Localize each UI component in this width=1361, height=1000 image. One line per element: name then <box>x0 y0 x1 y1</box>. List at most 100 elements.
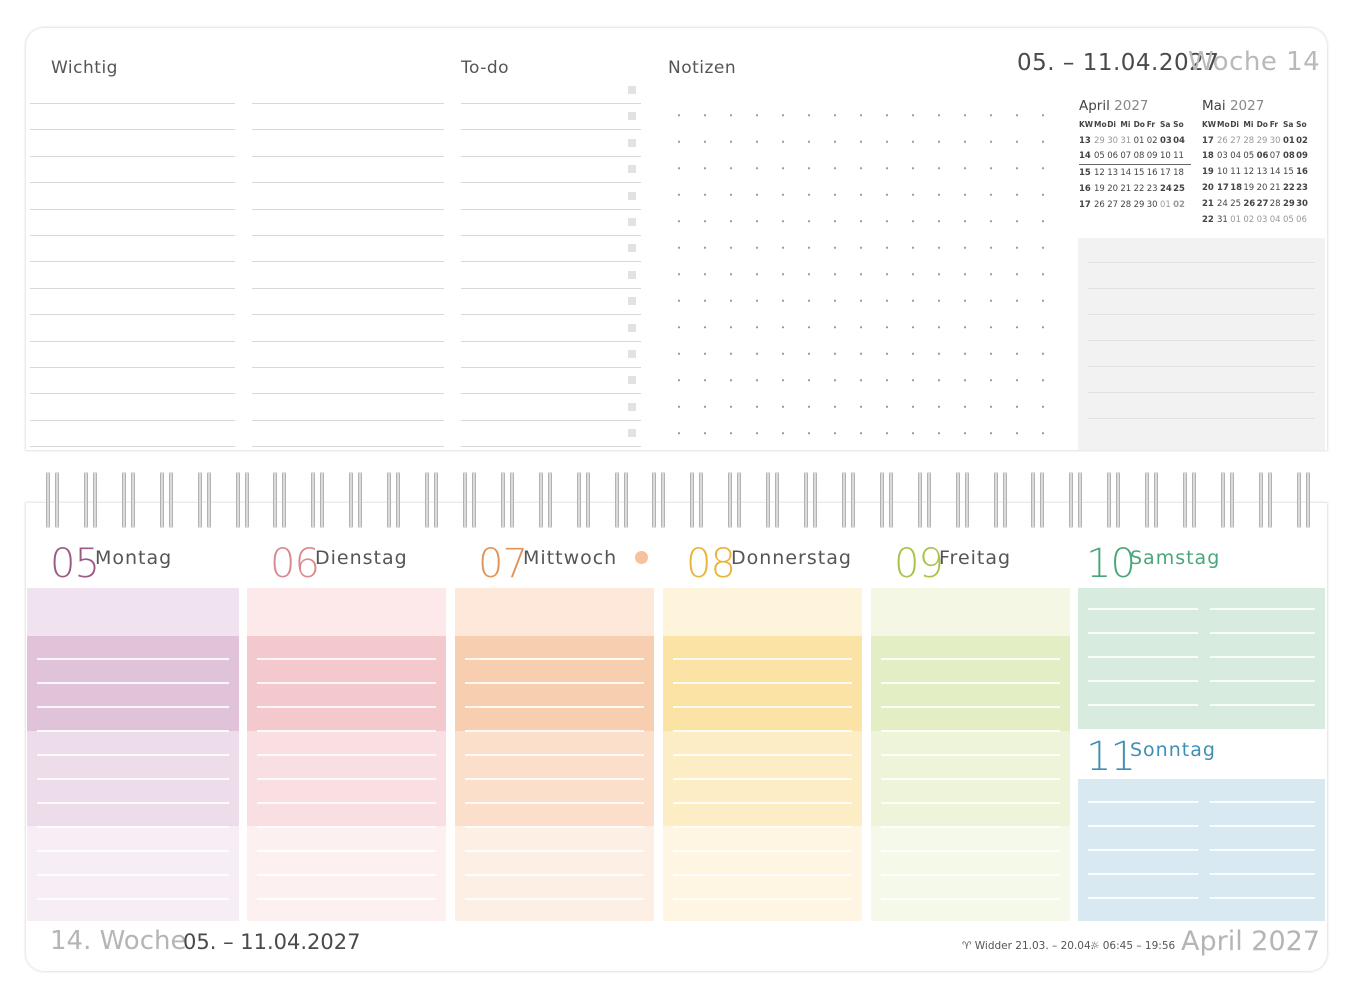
mini-calendar-year: 2027 <box>1114 98 1149 114</box>
todo-line <box>461 446 641 448</box>
grey-block-line <box>1088 418 1315 419</box>
write-line <box>37 706 229 708</box>
day-header-band <box>27 588 239 636</box>
footer-range: 05. – 11.04.2027 <box>183 930 361 954</box>
calendar-date: 31 <box>1120 135 1132 146</box>
todo-checkbox[interactable] <box>628 350 636 358</box>
day-column-samstag <box>1078 588 1325 729</box>
wichtig-line <box>252 182 444 184</box>
write-line <box>881 826 1060 828</box>
calendar-date: 12 <box>1243 167 1255 178</box>
spiral-ring <box>1220 470 1235 530</box>
ring-wire <box>244 472 249 528</box>
spiral-ring <box>766 470 780 530</box>
calendar-date: 30 <box>1269 135 1281 146</box>
todo-line <box>461 103 641 104</box>
write-line <box>881 730 1060 732</box>
write-line <box>465 706 644 708</box>
day-block-evening <box>27 826 239 921</box>
day-block-evening <box>247 826 446 921</box>
calendar-date: 01 <box>1159 199 1171 210</box>
weekday-header: Do <box>1256 120 1268 130</box>
write-line <box>465 850 644 852</box>
spiral-ring <box>46 470 60 530</box>
mini-calendar-weekdays: KW Mo Di Mi Do Fr Sa So <box>1079 117 1191 133</box>
ring-wire <box>955 472 960 528</box>
todo-checkbox[interactable] <box>628 165 636 174</box>
wichtig-line <box>252 393 444 395</box>
spiral-ring <box>1296 470 1311 530</box>
ring-wire <box>1107 472 1112 528</box>
write-line <box>881 850 1060 852</box>
write-line <box>673 826 852 828</box>
calendar-date: 25 <box>1173 184 1185 195</box>
write-line <box>257 658 436 660</box>
todo-line <box>461 340 641 342</box>
calendar-date: 28 <box>1269 198 1281 209</box>
weekday-header: Mi <box>1120 120 1131 130</box>
write-line <box>37 778 229 780</box>
todo-checkbox[interactable] <box>628 297 636 306</box>
calendar-date: 13 <box>1256 167 1268 178</box>
calendar-date: 10 <box>1217 167 1228 178</box>
todo-checkbox[interactable] <box>628 244 636 253</box>
ring-wire <box>358 472 363 528</box>
todo-checkbox[interactable] <box>628 402 636 411</box>
event-dot <box>635 551 648 564</box>
wichtig-line <box>252 287 444 289</box>
wichtig-line <box>30 261 235 263</box>
wichtig-line <box>30 235 235 236</box>
todo-line <box>461 419 641 421</box>
ring-wire <box>1002 472 1007 528</box>
write-line <box>465 802 644 804</box>
day-block-evening <box>871 826 1070 921</box>
write-line <box>257 778 436 780</box>
calendar-date: 07 <box>1269 151 1281 162</box>
ring-wire <box>92 472 97 528</box>
spiral-ring <box>690 470 704 530</box>
spiral-ring <box>1183 470 1197 530</box>
todo-checkbox[interactable] <box>628 376 636 385</box>
week-number: 15 <box>1079 168 1091 179</box>
calendar-date: 22 <box>1282 183 1295 194</box>
todo-checkbox[interactable] <box>628 86 636 94</box>
wichtig-line <box>30 314 235 316</box>
calendar-date: 30 <box>1146 199 1158 210</box>
write-line <box>465 898 644 900</box>
todo-checkbox[interactable] <box>628 191 636 200</box>
ring-wire <box>387 472 392 528</box>
todo-checkbox[interactable] <box>628 429 636 438</box>
todo-checkbox[interactable] <box>628 323 636 332</box>
ring-wire <box>1305 472 1310 528</box>
wichtig-line <box>30 446 235 448</box>
day-number: 09 <box>894 541 944 587</box>
todo-line <box>461 367 641 368</box>
todo-checkbox[interactable] <box>628 112 636 121</box>
week-number: 17 <box>1079 199 1091 210</box>
spiral-ring <box>538 470 553 530</box>
ring-wire <box>699 472 704 528</box>
write-line <box>465 778 644 780</box>
spiral-ring <box>804 470 818 530</box>
spiral-ring <box>159 470 174 530</box>
write-line <box>881 658 1060 660</box>
todo-checkbox[interactable] <box>628 270 636 279</box>
todo-checkbox[interactable] <box>628 218 636 226</box>
ring-wire <box>1145 472 1150 528</box>
write-line <box>37 682 229 684</box>
weekday-header: KW <box>1202 120 1217 130</box>
calendar-date: 07 <box>1120 151 1132 162</box>
weekday-header: Fr <box>1269 120 1279 130</box>
calendar-date: 05 <box>1282 214 1294 225</box>
write-line <box>673 730 852 732</box>
spiral-ring <box>1258 470 1273 530</box>
weekday-header: Sa <box>1282 120 1294 130</box>
write-line <box>1210 656 1315 658</box>
weekday-header: Mi <box>1243 120 1254 130</box>
footer-week: 14. Woche <box>50 926 187 956</box>
wichtig-line <box>252 155 444 157</box>
todo-checkbox[interactable] <box>628 138 636 147</box>
ring-wire <box>728 472 733 528</box>
write-line <box>673 658 852 660</box>
write-line <box>1210 680 1315 682</box>
